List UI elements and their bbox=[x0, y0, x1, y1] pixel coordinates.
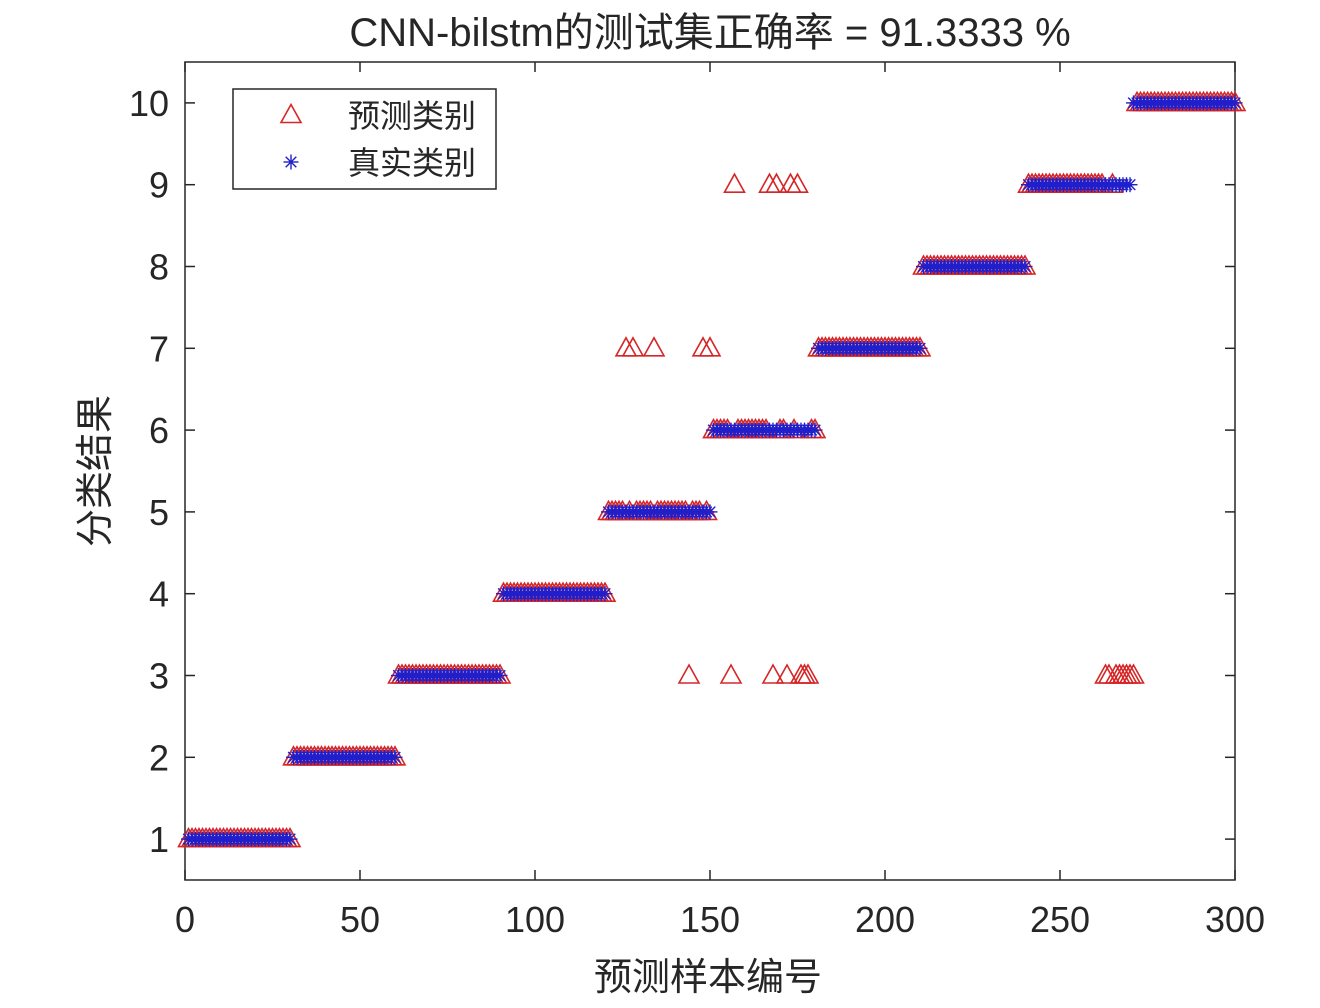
y-tick-label: 9 bbox=[149, 165, 169, 206]
legend-asterisk-icon bbox=[283, 154, 299, 170]
y-tick-label: 10 bbox=[129, 83, 169, 124]
predicted-point bbox=[786, 172, 809, 193]
true-point bbox=[492, 668, 508, 683]
plot-axes bbox=[184, 61, 1236, 881]
axis-ticks: 0 50 100 150 200 250 300 1 2 3 4 5 6 7 8 9 10 bbox=[129, 62, 1265, 940]
legend-triangle-icon bbox=[279, 102, 303, 124]
predicted-point bbox=[621, 336, 645, 357]
true-markers bbox=[181, 95, 1243, 847]
x-tick-label: 100 bbox=[505, 899, 565, 940]
true-point bbox=[1122, 177, 1138, 193]
true-point bbox=[702, 504, 718, 520]
predicted-point bbox=[698, 336, 722, 357]
predicted-point bbox=[796, 663, 820, 684]
chart-title: CNN-bilstm的测试集正确率 = 91.3333 % bbox=[349, 11, 1070, 55]
x-tick-label: 250 bbox=[1030, 899, 1090, 940]
y-tick-label: 8 bbox=[149, 247, 169, 288]
y-tick-label: 5 bbox=[149, 492, 169, 533]
legend-label-true: 真实类别 bbox=[348, 145, 476, 181]
x-tick-label: 50 bbox=[340, 899, 380, 940]
y-axis-label: 分类结果 bbox=[75, 395, 117, 547]
predicted-point bbox=[775, 663, 799, 684]
true-point bbox=[807, 422, 823, 438]
true-point bbox=[912, 340, 928, 356]
x-tick-label: 200 bbox=[855, 899, 915, 940]
legend-asterisk-marker bbox=[283, 154, 299, 170]
x-tick-label: 0 bbox=[175, 899, 195, 940]
true-point bbox=[1227, 95, 1243, 111]
legend: 预测类别 真实类别 bbox=[232, 88, 497, 190]
y-tick-label: 4 bbox=[149, 574, 169, 615]
y-tick-label: 2 bbox=[149, 737, 169, 778]
predicted-point bbox=[765, 172, 788, 193]
predicted-point bbox=[761, 663, 785, 684]
predicted-point bbox=[723, 172, 746, 193]
y-tick-label: 6 bbox=[149, 410, 169, 451]
legend-label-predicted: 预测类别 bbox=[348, 98, 476, 134]
plot-area bbox=[184, 61, 1236, 881]
x-axis-label: 预测样本编号 bbox=[594, 957, 822, 999]
true-point bbox=[597, 586, 613, 602]
true-point bbox=[387, 749, 403, 765]
legend-box bbox=[232, 88, 497, 190]
x-tick-label: 150 bbox=[680, 899, 740, 940]
y-tick-label: 7 bbox=[149, 328, 169, 369]
y-tick-label: 3 bbox=[149, 656, 169, 697]
predicted-point bbox=[1122, 663, 1145, 684]
true-point bbox=[282, 831, 298, 847]
predicted-point bbox=[642, 336, 666, 357]
y-tick-label: 1 bbox=[149, 819, 169, 860]
legend-triangle-marker bbox=[279, 102, 303, 124]
x-tick-label: 300 bbox=[1205, 899, 1265, 940]
true-point bbox=[1017, 259, 1033, 274]
predicted-point bbox=[719, 663, 743, 684]
predicted-point bbox=[677, 663, 701, 684]
